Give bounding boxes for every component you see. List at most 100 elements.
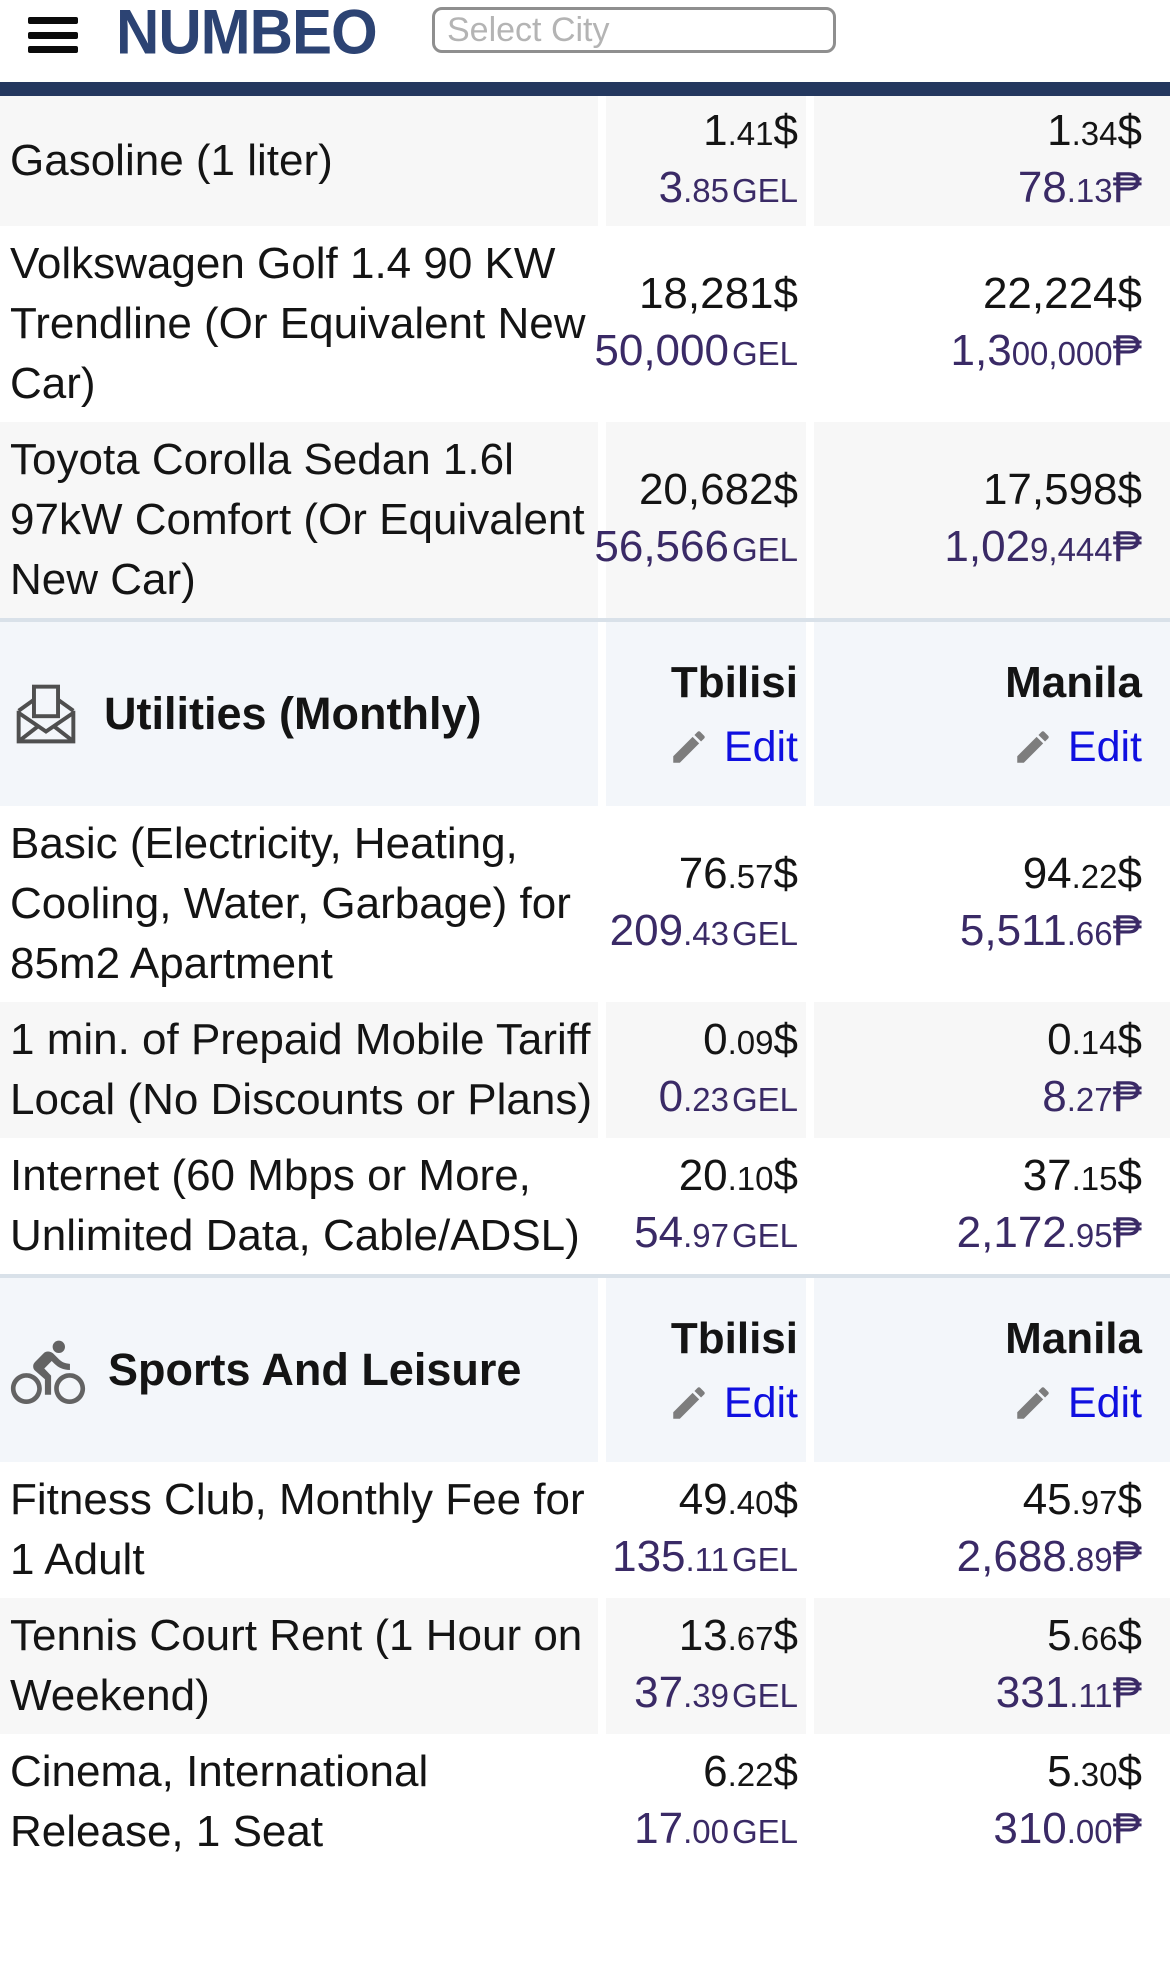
row-label: Fitness Club, Monthly Fee for 1 Adult xyxy=(10,1475,585,1584)
local-price: 3.85GEL xyxy=(658,163,798,212)
usd-price: 76.57$ xyxy=(678,849,798,898)
section-title: Sports And Leisure xyxy=(108,1344,522,1395)
local-price: 2,172.95₱ xyxy=(956,1208,1142,1257)
edit-button-manila[interactable]: Edit xyxy=(1012,721,1142,773)
usd-price: 22,224$ xyxy=(982,269,1142,318)
manila-value-cell: 94.22$ 5,511.66₱ xyxy=(814,806,1170,1002)
local-price: 1,300,000₱ xyxy=(950,326,1142,375)
manila-value-cell: 37.15$ 2,172.95₱ xyxy=(814,1138,1170,1274)
cyclist-icon xyxy=(10,1340,86,1404)
table-row: Tennis Court Rent (1 Hour on Weekend) 13… xyxy=(0,1598,1170,1734)
tbilisi-value-cell: 20.10$ 54.97GEL xyxy=(606,1138,806,1274)
row-label-cell: Fitness Club, Monthly Fee for 1 Adult xyxy=(0,1462,598,1598)
tbilisi-value-cell: 76.57$ 209.43GEL xyxy=(606,806,806,1002)
envelope-icon xyxy=(16,684,76,744)
local-price: 0.23GEL xyxy=(658,1072,798,1121)
section-header-row: Sports And Leisure Tbilisi Edit Manila E… xyxy=(0,1274,1170,1462)
usd-price: 1.41$ xyxy=(703,106,798,155)
tbilisi-value-cell: 1.41$ 3.85GEL xyxy=(606,96,806,226)
row-label: Cinema, International Release, 1 Seat xyxy=(10,1747,429,1856)
header-divider-bar xyxy=(0,82,1170,96)
local-price: 37.39GEL xyxy=(634,1668,798,1717)
local-price: 50,000GEL xyxy=(594,326,798,375)
table-row: 1 min. of Prepaid Mobile Tariff Local (N… xyxy=(0,1002,1170,1138)
local-price: 209.43GEL xyxy=(609,906,798,955)
usd-price: 20,682$ xyxy=(638,465,798,514)
manila-value-cell: 1.34$ 78.13₱ xyxy=(814,96,1170,226)
usd-price: 0.09$ xyxy=(703,1015,798,1064)
row-label: Volkswagen Golf 1.4 90 KW Trendline (Or … xyxy=(10,239,586,408)
pencil-icon xyxy=(673,1387,705,1419)
table-row: Volkswagen Golf 1.4 90 KW Trendline (Or … xyxy=(0,226,1170,422)
local-price: 8.27₱ xyxy=(1042,1072,1142,1121)
row-label: Internet (60 Mbps or More, Unlimited Dat… xyxy=(10,1151,580,1260)
pencil-icon xyxy=(1017,1387,1049,1419)
usd-price: 49.40$ xyxy=(678,1475,798,1524)
usd-price: 18,281$ xyxy=(638,269,798,318)
manila-header-cell: Manila Edit xyxy=(814,1278,1170,1462)
section-title-cell: Utilities (Monthly) xyxy=(0,622,598,806)
table-row: Cinema, International Release, 1 Seat 6.… xyxy=(0,1734,1170,1870)
table-row: Basic (Electricity, Heating, Cooling, Wa… xyxy=(0,806,1170,1002)
section-title-cell: Sports And Leisure xyxy=(0,1278,598,1462)
row-label-cell: Basic (Electricity, Heating, Cooling, Wa… xyxy=(0,806,598,1002)
manila-header-cell: Manila Edit xyxy=(814,622,1170,806)
local-price: 78.13₱ xyxy=(1017,163,1142,212)
local-price: 1,029,444₱ xyxy=(944,522,1142,571)
section-header-row: Utilities (Monthly) Tbilisi Edit Manila … xyxy=(0,618,1170,806)
local-price: 17.00GEL xyxy=(634,1804,798,1853)
local-price: 310.00₱ xyxy=(993,1804,1142,1853)
local-price: 331.11₱ xyxy=(995,1668,1142,1717)
row-label: Basic (Electricity, Heating, Cooling, Wa… xyxy=(10,819,571,988)
edit-label: Edit xyxy=(1067,1379,1142,1427)
usd-price: 5.30$ xyxy=(1047,1747,1142,1796)
tbilisi-value-cell: 6.22$ 17.00GEL xyxy=(606,1734,806,1870)
city-name-manila: Manila xyxy=(1005,658,1142,707)
row-label-cell: 1 min. of Prepaid Mobile Tariff Local (N… xyxy=(0,1002,598,1138)
price-comparison-table: Gasoline (1 liter) 1.41$ 3.85GEL 1.34$ 7… xyxy=(0,96,1170,1870)
tbilisi-header-cell: Tbilisi Edit xyxy=(606,1278,806,1462)
tbilisi-value-cell: 0.09$ 0.23GEL xyxy=(606,1002,806,1138)
table-row: Toyota Corolla Sedan 1.6l 97kW Comfort (… xyxy=(0,422,1170,618)
select-city-input[interactable] xyxy=(432,7,836,53)
edit-button-manila[interactable]: Edit xyxy=(1012,1377,1142,1429)
local-price: 5,511.66₱ xyxy=(959,906,1142,955)
edit-button-tbilisi[interactable]: Edit xyxy=(668,1377,798,1429)
pencil-icon xyxy=(673,731,705,763)
usd-price: 17,598$ xyxy=(982,465,1142,514)
usd-price: 20.10$ xyxy=(678,1151,798,1200)
row-label-cell: Internet (60 Mbps or More, Unlimited Dat… xyxy=(0,1138,598,1274)
tbilisi-value-cell: 13.67$ 37.39GEL xyxy=(606,1598,806,1734)
table-row: Gasoline (1 liter) 1.41$ 3.85GEL 1.34$ 7… xyxy=(0,96,1170,226)
row-label-cell: Toyota Corolla Sedan 1.6l 97kW Comfort (… xyxy=(0,422,598,618)
local-price: 56,566GEL xyxy=(594,522,798,571)
envelope-icon xyxy=(10,679,82,749)
pencil-icon xyxy=(1017,731,1049,763)
usd-price: 1.34$ xyxy=(1047,106,1142,155)
menu-icon[interactable] xyxy=(28,13,78,57)
tbilisi-header-cell: Tbilisi Edit xyxy=(606,622,806,806)
local-price: 54.97GEL xyxy=(634,1208,798,1257)
table-row: Internet (60 Mbps or More, Unlimited Dat… xyxy=(0,1138,1170,1274)
city-name-tbilisi: Tbilisi xyxy=(670,1314,798,1363)
usd-price: 0.14$ xyxy=(1047,1015,1142,1064)
usd-price: 37.15$ xyxy=(1022,1151,1142,1200)
edit-label: Edit xyxy=(723,1379,798,1427)
row-label: Toyota Corolla Sedan 1.6l 97kW Comfort (… xyxy=(10,435,585,604)
local-price: 2,688.89₱ xyxy=(956,1532,1142,1581)
edit-button-tbilisi[interactable]: Edit xyxy=(668,721,798,773)
tbilisi-value-cell: 20,682$ 56,566GEL xyxy=(594,422,806,618)
usd-price: 6.22$ xyxy=(703,1747,798,1796)
city-name-manila: Manila xyxy=(1005,1314,1142,1363)
row-label-cell: Tennis Court Rent (1 Hour on Weekend) xyxy=(0,1598,598,1734)
tbilisi-value-cell: 49.40$ 135.11GEL xyxy=(606,1462,806,1598)
row-label: Tennis Court Rent (1 Hour on Weekend) xyxy=(10,1611,583,1720)
top-header: NUMBEO xyxy=(0,0,1170,82)
cyclist-icon xyxy=(10,1336,86,1404)
row-label-cell: Volkswagen Golf 1.4 90 KW Trendline (Or … xyxy=(0,226,598,422)
manila-value-cell: 22,224$ 1,300,000₱ xyxy=(814,226,1170,422)
table-row: Fitness Club, Monthly Fee for 1 Adult 49… xyxy=(0,1462,1170,1598)
edit-label: Edit xyxy=(723,723,798,771)
manila-value-cell: 0.14$ 8.27₱ xyxy=(814,1002,1170,1138)
row-label: Gasoline (1 liter) xyxy=(10,136,333,185)
